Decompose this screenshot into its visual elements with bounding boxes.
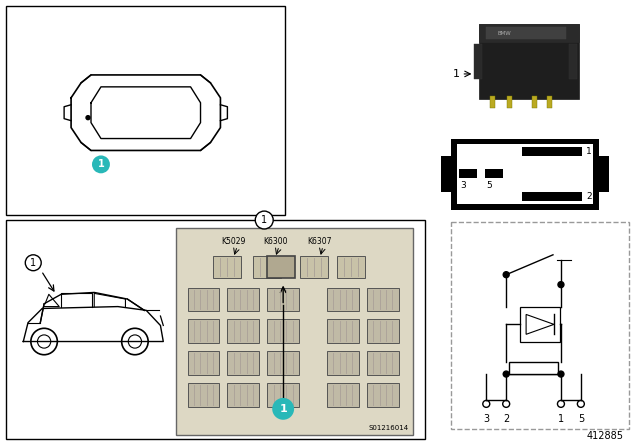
Bar [367,288,399,311]
Bar [337,256,365,278]
Text: 1: 1 [452,69,460,79]
Bar [188,319,220,343]
Circle shape [558,371,564,377]
Bar [327,383,359,407]
Bar [479,24,579,99]
Text: 1: 1 [586,147,592,156]
Bar [268,256,295,278]
Text: 2: 2 [586,192,592,201]
Text: K6300: K6300 [263,237,287,246]
Text: 1: 1 [558,414,564,424]
Circle shape [26,255,41,271]
Text: 1: 1 [30,258,36,268]
Bar [486,27,566,39]
Bar [599,180,609,192]
Text: K5029: K5029 [221,237,246,246]
Bar [175,228,413,435]
Bar [268,288,299,311]
Bar [300,256,328,278]
Bar [268,383,299,407]
Bar [442,156,451,168]
Circle shape [503,271,509,278]
Circle shape [272,398,294,420]
Text: S01216014: S01216014 [369,425,408,431]
Bar [460,169,477,178]
Circle shape [558,282,564,288]
Text: 3: 3 [483,414,490,424]
Bar [507,96,512,108]
Text: 1: 1 [97,159,104,169]
Text: BMW: BMW [497,31,511,36]
Bar [442,168,451,180]
Bar [485,169,503,178]
Circle shape [92,155,110,173]
Text: 5: 5 [486,181,492,190]
Bar [547,96,552,108]
Bar [367,383,399,407]
Bar [509,362,558,374]
Bar [6,6,285,215]
Text: K6307: K6307 [308,237,332,246]
Bar [367,319,399,343]
Bar [520,307,560,342]
Bar [327,288,359,311]
Text: 2: 2 [503,414,509,424]
Bar [569,44,577,79]
Bar [227,383,259,407]
Bar [227,319,259,343]
Bar [479,24,579,42]
Bar [367,351,399,375]
Bar [327,319,359,343]
Bar [474,44,483,79]
Bar [490,96,495,108]
Bar [458,145,593,204]
Bar [214,256,241,278]
Bar [599,168,609,180]
Bar [268,319,299,343]
Text: 412885: 412885 [587,431,623,441]
Bar [188,288,220,311]
Bar [442,180,451,192]
Bar [253,256,281,278]
Bar [327,351,359,375]
Bar [227,351,259,375]
Circle shape [255,211,273,229]
Bar [227,288,259,311]
Text: 3: 3 [460,181,466,190]
Circle shape [86,116,90,120]
Text: 1: 1 [261,215,268,225]
Circle shape [503,371,509,377]
Text: 1: 1 [279,404,287,414]
Bar [451,222,628,429]
Bar [188,351,220,375]
Bar [522,192,582,201]
Bar [268,351,299,375]
Bar [188,383,220,407]
Bar [522,147,582,156]
Bar [451,138,599,210]
Text: 5: 5 [578,414,584,424]
Bar [6,220,424,439]
Bar [532,96,537,108]
Bar [599,156,609,168]
